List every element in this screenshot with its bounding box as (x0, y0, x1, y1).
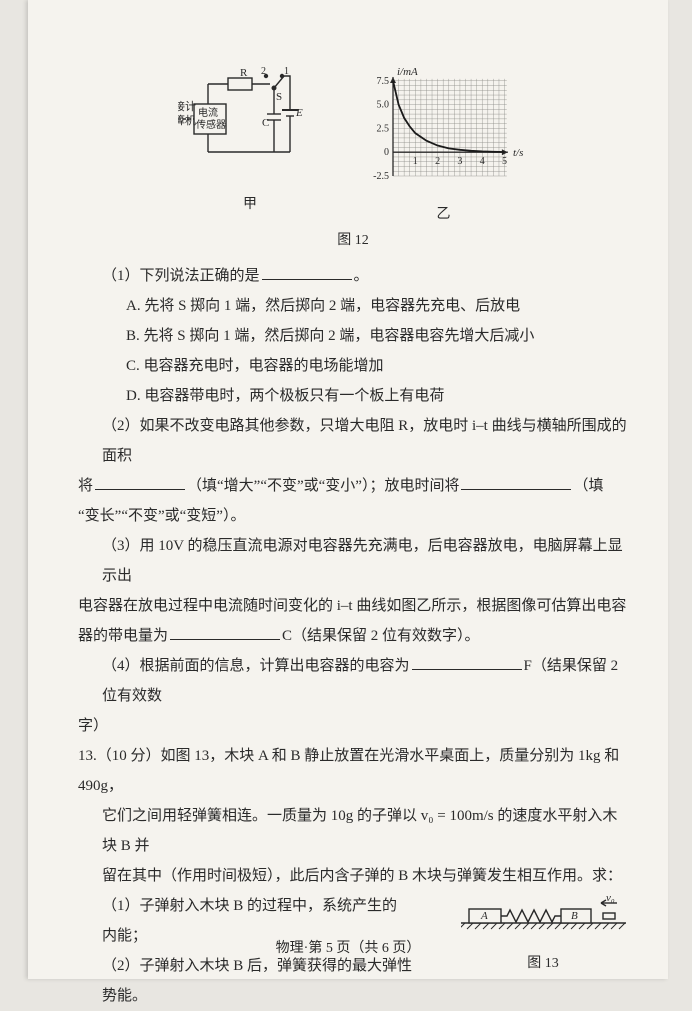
svg-text:3: 3 (457, 156, 462, 167)
label-sensor-1: 电流 (198, 106, 218, 119)
q13-line2: 它们之间用轻弹簧相连。一质量为 10g 的子弹以 v₀ = 100m/s 的速度… (78, 801, 628, 861)
label-sensor-2: 传感器 (196, 118, 226, 131)
label-S: S (276, 91, 282, 103)
blank-part2-2[interactable] (461, 472, 571, 490)
svg-text:7.5: 7.5 (376, 76, 389, 87)
q12-part3-l3a: 器的带电量为 (78, 628, 168, 644)
svg-text:i/mA: i/mA (397, 66, 418, 78)
fig13-label-a: A (480, 910, 488, 922)
label-computer-1: 接计 (178, 100, 196, 113)
q12-part2-line3: “变长”“不变”或“变短”）。 (78, 501, 628, 531)
blank-part4[interactable] (412, 652, 522, 670)
svg-text:2: 2 (435, 156, 440, 167)
label-1: 1 (284, 66, 289, 77)
fig13-label-b: B (571, 910, 578, 922)
figure-graph-caption: 乙 (359, 203, 529, 223)
svg-text:4: 4 (479, 156, 484, 167)
q12-option-c: C. 电容器充电时，电容器的电场能增加 (78, 351, 628, 381)
q12-option-a: A. 先将 S 掷向 1 端，然后掷向 2 端，电容器先充电、后放电 (78, 291, 628, 321)
figure-main-caption: 图 12 (78, 229, 628, 249)
q12-part3-line3: 器的带电量为 C（结果保留 2 位有效数字）。 (78, 621, 628, 651)
q12-part3-line1: （3）用 10V 的稳压直流电源对电容器先充满电，后电容器放电，电脑屏幕上显示出 (78, 531, 628, 591)
svg-text:5.0: 5.0 (376, 100, 389, 111)
label-2: 2 (261, 66, 266, 77)
q12-part2-l2c: （填 (573, 478, 603, 494)
q12-part2-line2: 将 （填“增大”“不变”或“变小”）；放电时间将 （填 (78, 471, 628, 501)
q12-part4-l1a: （4）根据前面的信息，计算出电容器的电容为 (102, 658, 410, 674)
q12-part1-stem: （1）下列说法正确的是 。 (78, 261, 628, 291)
label-R: R (240, 67, 248, 79)
q12-part1-suffix: 。 (354, 268, 369, 284)
blank-part1[interactable] (262, 262, 352, 280)
q13-line3: 留在其中（作用时间极短），此后内含子弹的 B 木块与弹簧发生相互作用。求： (78, 861, 628, 891)
figure-graph: -2.5 0 2.5 5.0 7.5 1 2 3 4 5 i/mA t/s 乙 (359, 64, 529, 223)
label-computer-2: 算机 (178, 113, 196, 127)
page-footer: 物理·第 5 页（共 6 页） (28, 937, 668, 957)
q12-part4-line1: （4）根据前面的信息，计算出电容器的电容为F（结果保留 2 位有效数 (78, 651, 628, 711)
q13-p2b: 势能。 (78, 981, 628, 1011)
figure-circuit-caption: 甲 (178, 193, 323, 213)
q12-part3-l3b: C（结果保留 2 位有效数字）。 (282, 628, 480, 644)
blank-part2-1[interactable] (95, 472, 185, 490)
q12-option-b: B. 先将 S 掷向 1 端，然后掷向 2 端，电容器电容先增大后减小 (78, 321, 628, 351)
figure-13: A B v₀ 图 13 (458, 893, 628, 978)
figure-circuit: R 2 1 S C E 电流 传感器 接计 算机 甲 (178, 64, 323, 223)
q13-head: 13.（10 分）如图 13，木块 A 和 B 静止放置在光滑水平桌面上，质量分… (78, 741, 628, 801)
label-E: E (295, 107, 303, 119)
q12-part2-l2a: 将 (78, 478, 93, 494)
svg-text:1: 1 (412, 156, 417, 167)
q12-part2-l2b: （填“增大”“不变”或“变小”）；放电时间将 (187, 478, 459, 494)
q12-part1-stem-text: （1）下列说法正确的是 (102, 268, 260, 284)
q12-part3-line2: 电容器在放电过程中电流随时间变化的 i–t 曲线如图乙所示，根据图像可估算出电容 (78, 591, 628, 621)
label-C: C (262, 117, 269, 129)
blank-part3[interactable] (170, 622, 280, 640)
svg-text:t/s: t/s (513, 147, 523, 159)
svg-text:-2.5: -2.5 (373, 171, 389, 182)
q12-part4-line2: 字） (78, 711, 628, 741)
svg-text:0: 0 (384, 147, 389, 158)
svg-text:5: 5 (502, 156, 507, 167)
fig13-label-v0: v₀ (606, 893, 615, 904)
q12-part2-line1: （2）如果不改变电路其他参数，只增大电阻 R，放电时 i–t 曲线与横轴所围成的… (78, 411, 628, 471)
q12-option-d: D. 电容器带电时，两个极板只有一个板上有电荷 (78, 381, 628, 411)
svg-text:2.5: 2.5 (376, 123, 389, 134)
